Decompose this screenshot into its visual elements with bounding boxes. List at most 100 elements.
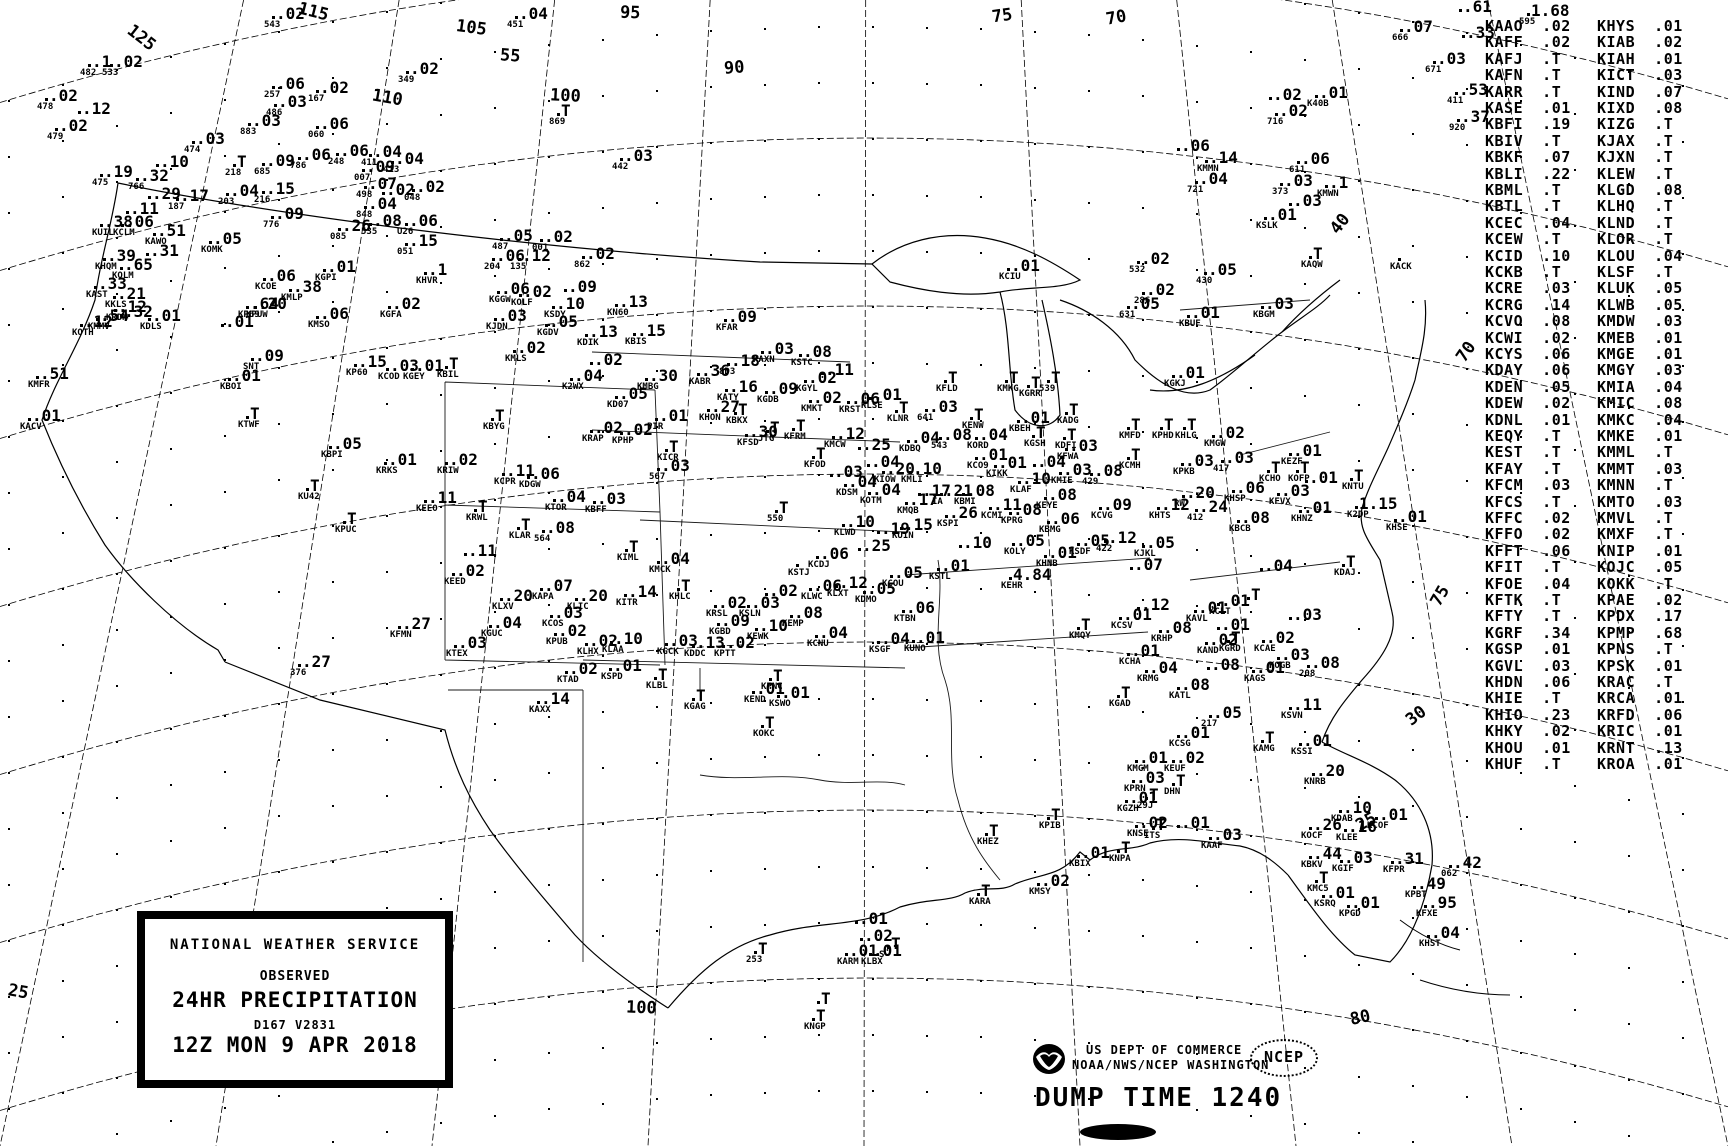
station-list-row: KMKE .01 xyxy=(1597,427,1683,445)
station-list-row: KJAX .T xyxy=(1597,131,1674,150)
station-list-row: KMML .T xyxy=(1597,443,1674,462)
station-list-row: KGVL .03 xyxy=(1485,656,1571,675)
station-list-row: KIXD .08 xyxy=(1597,99,1683,117)
station-list-row: KHYS .01 xyxy=(1597,17,1683,35)
station-list-row: KLUK .05 xyxy=(1597,279,1683,298)
station-list-row: KDNL .01 xyxy=(1485,410,1571,429)
station-list-row: KAFJ .T xyxy=(1485,49,1562,68)
station-list-row: KMGY .03 xyxy=(1597,361,1683,380)
station-list-row: KCEW .T xyxy=(1485,230,1562,249)
lake-huron-erie-ontario xyxy=(1059,294,1331,394)
station-list-row: KEST .T xyxy=(1485,443,1562,462)
station-list-row: KHUF .T xyxy=(1485,755,1562,773)
station-list-row: KRCA .01 xyxy=(1597,689,1683,708)
graticule-label: 80 xyxy=(1348,1006,1373,1030)
station-list-row: KFFT .06 xyxy=(1485,541,1571,560)
station-list-row: KJXN .T xyxy=(1597,148,1674,167)
station-list-row: KFFO .02 xyxy=(1485,525,1571,544)
station-list-row: KOJC .05 xyxy=(1597,558,1683,577)
station-list-row: KFCS .T xyxy=(1485,492,1562,511)
title-box: NATIONAL WEATHER SERVICE OBSERVED 24HR P… xyxy=(137,911,453,1088)
station-list-row: KLEW .T xyxy=(1597,164,1674,183)
station-list-row: KIZG .T xyxy=(1597,115,1674,134)
station-list-row: KPSK .01 xyxy=(1597,656,1683,675)
station-list-row: KMKC .04 xyxy=(1597,410,1683,429)
station-list-row: KGRF .34 xyxy=(1485,623,1571,642)
station-list-row: KMMT .03 xyxy=(1597,459,1683,478)
station-list-row: KIAB .02 xyxy=(1597,33,1683,52)
graticule-label: 90 xyxy=(723,57,746,79)
graticule-label: 95 xyxy=(619,2,641,24)
station-list-row: KCRG .14 xyxy=(1485,295,1571,314)
station-list-row: KLHQ .T xyxy=(1597,197,1674,216)
station-list-row: KMDW .03 xyxy=(1597,312,1683,331)
noaa-logo-icon xyxy=(1033,1044,1065,1074)
station-list-row: KFOE .04 xyxy=(1485,574,1571,593)
station-list-row: KBML .T xyxy=(1485,181,1562,199)
station-list-row: KPAE .02 xyxy=(1597,591,1683,609)
east-coast xyxy=(1321,299,1427,743)
station-list-row: KIAH .01 xyxy=(1597,49,1683,68)
graticule-label: 70 xyxy=(1104,6,1129,30)
station-list-row: KCYS .06 xyxy=(1485,345,1571,363)
red-river xyxy=(699,774,906,786)
station-list-row: KPMP .68 xyxy=(1597,623,1683,642)
station-list-row: KCKB .T xyxy=(1485,263,1562,281)
station-list-row: KBIV .T xyxy=(1485,131,1562,150)
station-list-row: KMNN .T xyxy=(1597,476,1674,495)
graticule-label: 100 xyxy=(625,997,658,1019)
northeast-border xyxy=(1281,279,1341,333)
agency-name: NATIONAL WEATHER SERVICE xyxy=(169,937,421,953)
lake-erie-shore xyxy=(1149,354,1256,392)
state-borders-east xyxy=(904,299,1341,649)
station-list-row: KMGE .01 xyxy=(1597,345,1683,363)
station-list-row: KMIA .04 xyxy=(1597,377,1683,396)
map-valid-time: 12Z MON 9 APR 2018 xyxy=(172,1033,418,1057)
station-list-row: KRAC .T xyxy=(1597,673,1674,691)
station-list-row: KFCM .03 xyxy=(1485,476,1571,495)
map-subtitle: OBSERVED xyxy=(259,969,331,984)
station-list-row: KBKF .07 xyxy=(1485,148,1571,167)
ncep-logo: NCEP xyxy=(1250,1039,1318,1077)
station-list-row: KFIT .T xyxy=(1485,558,1562,577)
station-list-row: KCWI .02 xyxy=(1485,328,1571,347)
station-list-row: KHKY .02 xyxy=(1485,722,1571,741)
map-title: 24HR PRECIPITATION xyxy=(172,988,418,1012)
station-list-row: KOKK .T xyxy=(1597,574,1674,593)
station-list-row: KMIC .08 xyxy=(1597,394,1683,413)
station-list-row: KHIO .23 xyxy=(1485,705,1571,724)
station-list-row: KMXF .T xyxy=(1597,525,1674,544)
graticule-label: 55 xyxy=(499,45,522,67)
station-list-row: KRNT .13 xyxy=(1597,738,1683,757)
station-list-row: KBLI .22 xyxy=(1485,164,1571,183)
station-list-row: KRIC .01 xyxy=(1597,722,1683,741)
station-list-row: KPNS .T xyxy=(1597,640,1674,659)
station-list-row: KIND .07 xyxy=(1597,82,1683,101)
station-list-row: KLWB .05 xyxy=(1597,295,1683,314)
station-list-row: KAFF .02 xyxy=(1485,33,1571,52)
station-list-row: KLGD .08 xyxy=(1597,181,1683,199)
credit-line-1: US DEPT OF COMMERCE xyxy=(1086,1043,1243,1057)
station-list-row: KLOR .T xyxy=(1597,230,1674,249)
islands-bottom-right xyxy=(1080,919,1511,1140)
station-list-row: KROA .01 xyxy=(1597,755,1683,773)
station-list-row: KRFD .06 xyxy=(1597,705,1683,724)
station-list-row: KDEW .02 xyxy=(1485,394,1571,413)
station-list-row: KICT .03 xyxy=(1597,66,1683,85)
lake-superior xyxy=(871,234,1082,295)
map-codes: D167 V2831 xyxy=(253,1018,337,1032)
gulf-coast xyxy=(667,838,1289,1009)
station-list-row: KBTL .T xyxy=(1485,197,1562,216)
station-list-row: KASE .01 xyxy=(1485,99,1571,117)
station-list-row: KLSF .T xyxy=(1597,263,1674,281)
station-list-row: KEQY .T xyxy=(1485,427,1562,445)
graticule-label: 105 xyxy=(454,15,488,41)
station-list-row: KCVO .08 xyxy=(1485,312,1571,331)
station-list-row: KMTO .03 xyxy=(1597,492,1683,511)
station-list-row: KMEB .01 xyxy=(1597,328,1683,347)
station-list-row: KGSP .01 xyxy=(1485,640,1571,659)
station-list-row: KMVL .T xyxy=(1597,509,1674,527)
graticule-label: 75 xyxy=(990,4,1014,28)
